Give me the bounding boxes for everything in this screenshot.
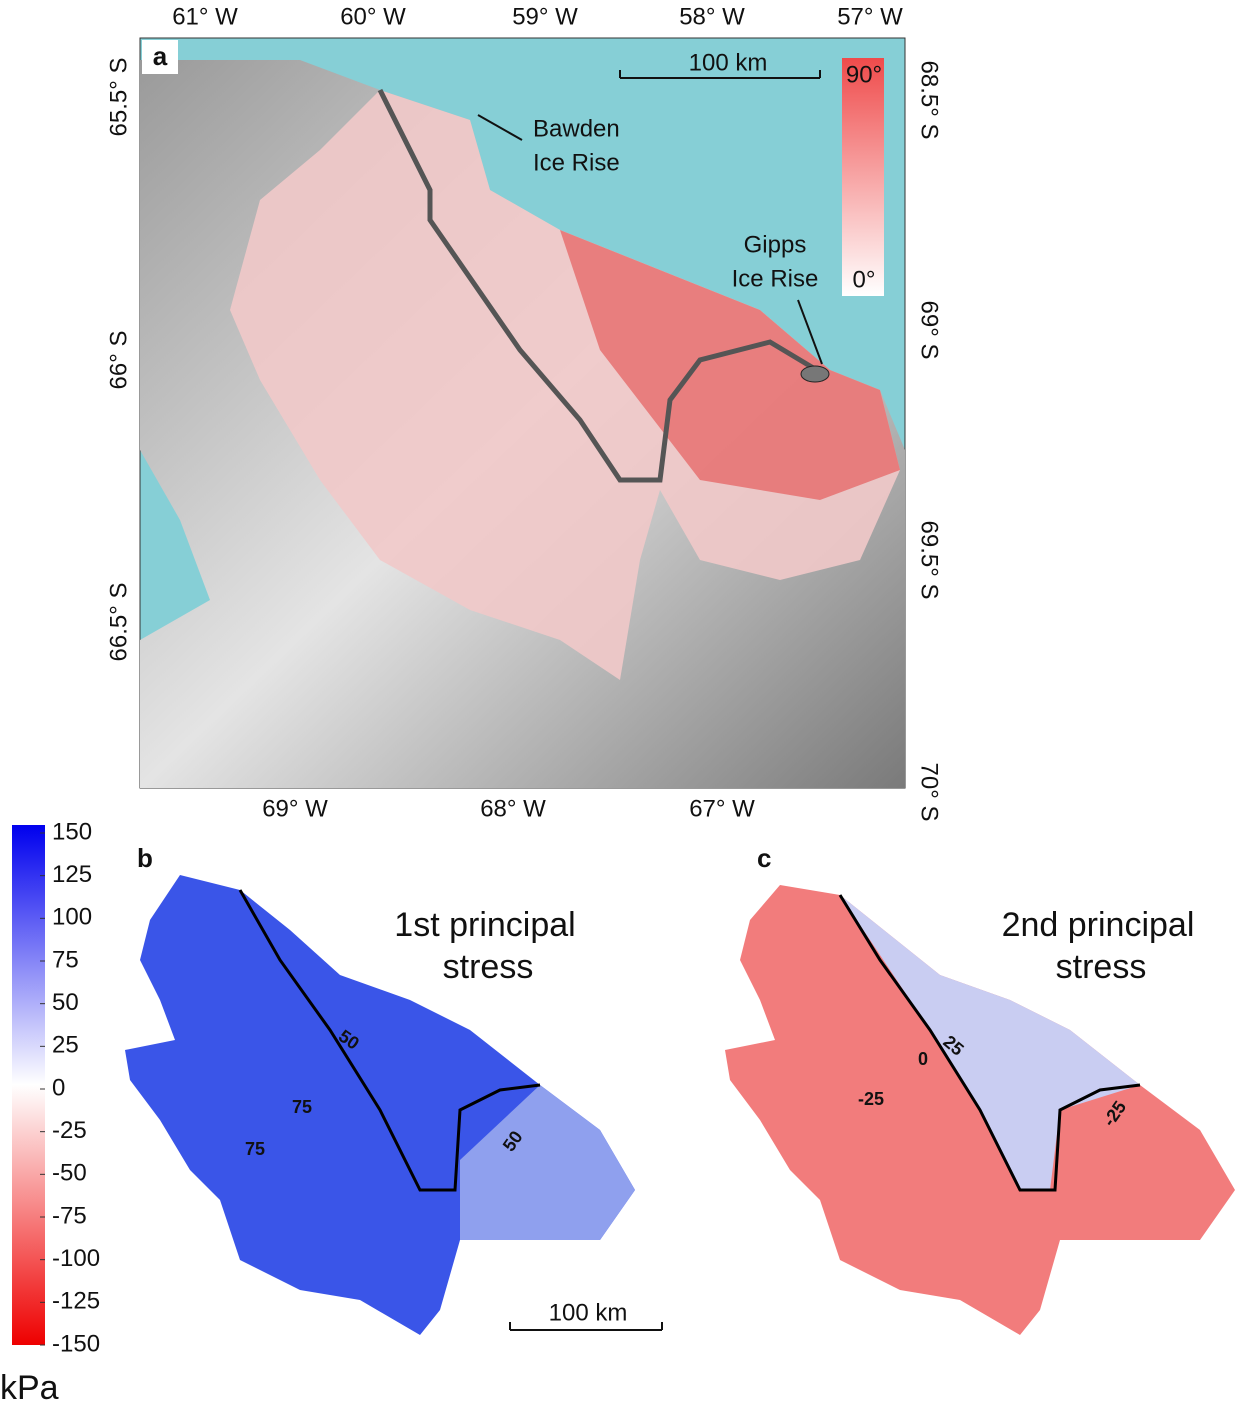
contour-label: 75 <box>245 1139 265 1159</box>
axis-label: 70° S <box>916 763 943 822</box>
annotation: Ice Rise <box>732 265 819 292</box>
axis-label: 68.5° S <box>916 61 943 140</box>
colorbar <box>12 825 45 1345</box>
panel-label: a <box>153 41 168 71</box>
scale-label: 100 km <box>689 49 768 76</box>
page: a 100 km 90° 0° Bawden Ice Rise Gipps Ic… <box>0 0 1243 1410</box>
panel-title: 1st principal <box>394 906 575 944</box>
annotation: Gipps <box>744 231 807 258</box>
contour-label: 75 <box>292 1097 312 1117</box>
colorbar-tick-label: -125 <box>52 1288 100 1315</box>
colorbar-tick-label: 150 <box>52 818 92 845</box>
axis-label: 66° S <box>105 331 132 390</box>
colorbar-tick-label: 25 <box>52 1032 79 1059</box>
axis-label: 69° W <box>262 795 328 822</box>
panel-title: stress <box>443 948 534 986</box>
figure: a 100 km 90° 0° Bawden Ice Rise Gipps Ic… <box>0 0 1243 1410</box>
panel-title: 2nd principal <box>1002 906 1195 944</box>
unit-label: kPa <box>0 1369 59 1407</box>
contour-label: -25 <box>858 1089 884 1109</box>
stress-colorbar: kPa 150 125 100 75 50 25 0 -25 -50 -75 -100 -125 -15… <box>0 818 100 1407</box>
axis-label: 69° S <box>916 301 943 360</box>
colorbar-tick-label: -50 <box>52 1160 87 1187</box>
axis-label: 60° W <box>340 3 406 30</box>
axis-label: 59° W <box>512 3 578 30</box>
colorbar-min: 0° <box>853 266 876 293</box>
annotation: Bawden <box>533 115 620 142</box>
gipps-ice-rise <box>801 366 829 382</box>
panel-label: c <box>757 843 771 873</box>
axis-label: 65.5° S <box>105 58 132 137</box>
colorbar-tick-label: -25 <box>52 1117 87 1144</box>
map-a: a 100 km 90° 0° Bawden Ice Rise Gipps Ic… <box>105 3 942 822</box>
map-c: c 2nd principal stress 25 0 -25 -25 <box>725 843 1235 1335</box>
map-b: b 1st principal stress 50 75 75 50 100 k… <box>125 843 662 1335</box>
colorbar-tick-label: -150 <box>52 1330 100 1357</box>
colorbar-tick-label: 125 <box>52 861 92 888</box>
colorbar-tick-label: 100 <box>52 904 92 931</box>
colorbar-tick-label: 0 <box>52 1074 65 1101</box>
colorbar-tick-label: 75 <box>52 946 79 973</box>
axis-label: 58° W <box>679 3 745 30</box>
axis-label: 61° W <box>172 3 238 30</box>
panel-label: b <box>137 843 153 873</box>
axis-label: 67° W <box>689 795 755 822</box>
colorbar-tick-label: 50 <box>52 989 79 1016</box>
axis-label: 69.5° S <box>916 521 943 600</box>
scale-label: 100 km <box>549 1299 628 1326</box>
colorbar-tick-label: -75 <box>52 1202 87 1229</box>
axis-label: 66.5° S <box>105 583 132 662</box>
axis-label: 57° W <box>837 3 903 30</box>
contour-label: 0 <box>918 1049 928 1069</box>
colorbar-tick-label: -100 <box>52 1245 100 1272</box>
axis-label: 68° W <box>480 795 546 822</box>
angle-colorbar <box>842 58 884 296</box>
annotation: Ice Rise <box>533 149 620 176</box>
colorbar-max: 90° <box>846 61 882 88</box>
panel-title: stress <box>1056 948 1147 986</box>
